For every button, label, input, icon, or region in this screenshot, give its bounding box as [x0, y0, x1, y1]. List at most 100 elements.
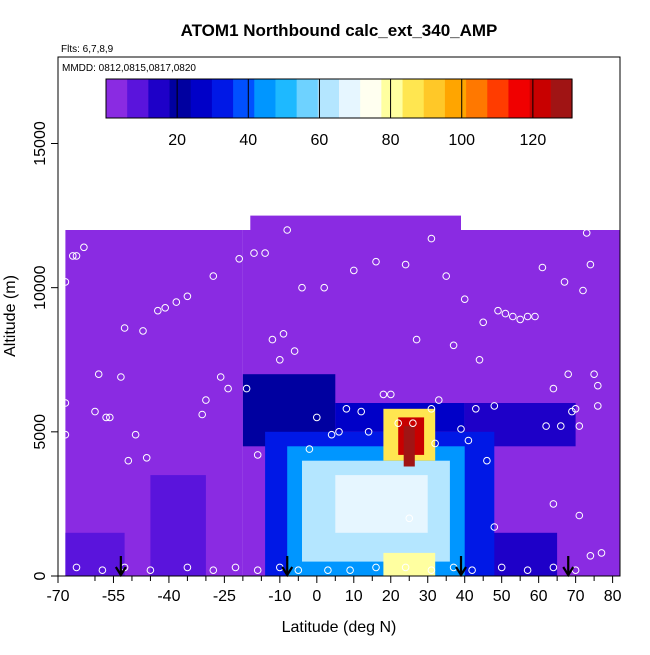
heatmap-cell: [335, 475, 428, 533]
observation-point: [394, 419, 403, 428]
heatmap-cell: [383, 552, 436, 576]
observation-point: [523, 566, 532, 575]
observation-point: [198, 410, 206, 419]
observation-point: [586, 260, 595, 269]
colorbar-tick-label: 40: [239, 132, 257, 149]
plot-frame: [57, 56, 621, 577]
observation-point: [379, 390, 388, 399]
flight-marker-arrow: [455, 556, 467, 578]
observation-point: [216, 373, 225, 381]
observation-point: [61, 399, 70, 407]
observation-point: [224, 384, 232, 393]
observation-point: [586, 552, 595, 560]
observation-point: [346, 566, 354, 575]
observation-point: [560, 278, 569, 286]
x-tick-label: 0: [312, 588, 321, 605]
observation-point: [460, 295, 469, 304]
observation-point: [431, 439, 439, 448]
observation-point: [557, 422, 565, 430]
colorbar-swatch: [275, 79, 298, 118]
observation-point: [427, 234, 436, 243]
colorbar-swatch: [317, 79, 340, 118]
observation-point: [298, 283, 306, 292]
observation-point: [523, 312, 532, 321]
x-tick-label: 30: [419, 588, 437, 605]
observation-point: [279, 330, 288, 338]
observation-point: [468, 566, 476, 575]
observation-point: [490, 523, 499, 531]
observation-point: [582, 229, 591, 237]
x-tick-label: 80: [604, 588, 622, 605]
observation-point: [139, 327, 147, 335]
flight-marker-arrow: [562, 556, 575, 578]
observation-point: [61, 278, 70, 286]
observation-point: [290, 347, 299, 355]
observation-point: [209, 566, 218, 575]
colorbar-swatch: [211, 79, 234, 118]
x-tick-label: -40: [157, 588, 180, 605]
observation-point: [497, 563, 506, 572]
observation-point: [253, 566, 262, 575]
x-axis-label: Latitude (deg N): [282, 619, 397, 636]
observation-point: [124, 456, 133, 465]
observation-point: [320, 283, 329, 292]
observation-point: [72, 252, 81, 260]
observation-point: [69, 252, 77, 260]
observation-point: [209, 272, 218, 280]
colorbar-swatch: [381, 79, 404, 118]
observation-point: [579, 286, 587, 295]
observation-point: [549, 500, 558, 508]
observation-point: [357, 407, 366, 416]
observation-point: [597, 549, 606, 557]
observation-point: [364, 428, 373, 436]
observation-point: [94, 370, 103, 379]
observation-point: [250, 249, 258, 257]
observation-point: [294, 566, 303, 575]
x-tick-label: 70: [567, 588, 585, 605]
observation-point: [564, 370, 573, 379]
observation-point: [72, 563, 81, 572]
colorbar-swatch: [402, 79, 425, 118]
observation-point: [350, 266, 358, 275]
observation-point: [405, 514, 414, 523]
observation-point: [231, 563, 240, 572]
colorbar-tick-label: 60: [311, 132, 329, 149]
observation-point: [435, 396, 443, 404]
observation-point: [183, 292, 192, 301]
x-tick-label: -25: [213, 588, 236, 605]
observation-point: [483, 456, 491, 465]
observation-point: [442, 272, 451, 280]
x-tick-label: -10: [268, 588, 291, 605]
observation-point: [387, 390, 395, 399]
y-tick-label: 15000: [32, 121, 49, 166]
observation-point: [131, 430, 140, 439]
observation-point: [509, 312, 517, 321]
observation-point: [80, 243, 88, 252]
observation-point: [401, 563, 410, 572]
observation-point: [549, 384, 558, 393]
x-tick-label: -55: [102, 588, 125, 605]
extinction-field: [65, 215, 620, 576]
observation-point: [327, 430, 336, 439]
colorbar-swatch: [529, 79, 552, 118]
colorbar-swatch: [487, 79, 510, 118]
observation-point: [283, 226, 292, 234]
colorbar-swatch: [254, 79, 277, 118]
x-tick-label: 60: [530, 588, 548, 605]
colorbar-tick-label: 100: [448, 132, 475, 149]
observation-point: [538, 263, 547, 272]
observation-point: [261, 249, 269, 257]
observation-point: [146, 566, 155, 575]
observation-point: [472, 405, 480, 413]
colorbar-swatch: [339, 79, 361, 118]
observation-point: [571, 405, 580, 413]
x-tick-label: -70: [46, 588, 69, 605]
observation-point: [490, 402, 499, 410]
x-axis: -70 -55 -40 -25 -10 0 10 20 30 40 50 60 70 80: [46, 576, 622, 605]
observation-point: [268, 335, 277, 344]
observation-point: [276, 356, 284, 364]
observation-point: [120, 324, 129, 332]
colorbar-swatch: [296, 79, 319, 118]
observation-point: [594, 381, 602, 390]
observation-point: [501, 309, 510, 318]
